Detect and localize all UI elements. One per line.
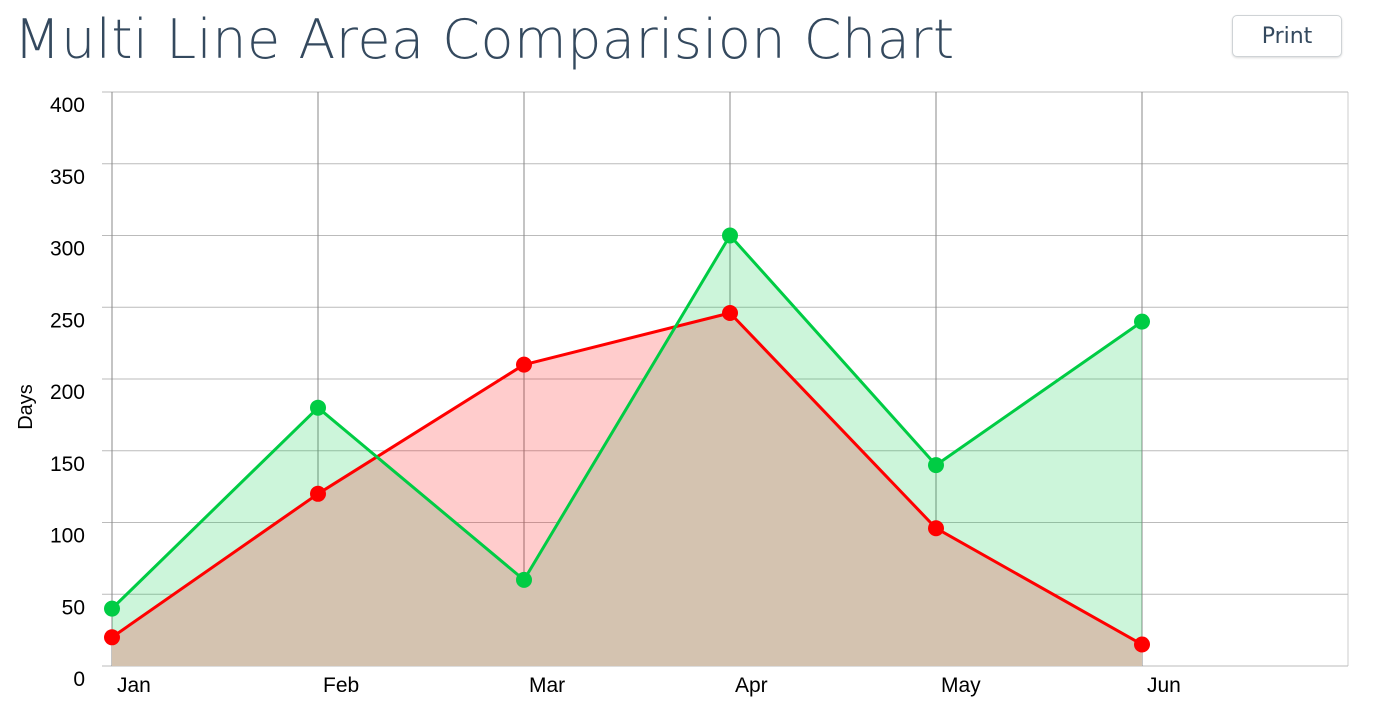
page-title: Multi Line Area Comparision Chart (14, 8, 955, 71)
x-tick-label: Mar (529, 674, 565, 697)
point-series-1 (722, 227, 738, 244)
point-series-1 (516, 571, 532, 588)
area-overlap (112, 312, 1142, 666)
y-axis-title: Days (15, 384, 37, 430)
point-series-1 (1134, 313, 1150, 330)
y-tick-label: 0 (73, 668, 85, 691)
line-series-1 (110, 234, 1143, 610)
x-tick-label: Jun (1147, 674, 1181, 697)
y-tick-label: 100 (50, 525, 85, 548)
y-tick-label: 350 (50, 166, 85, 189)
point-series-2 (1134, 636, 1150, 653)
y-tick-label: 400 (50, 94, 85, 117)
x-tick-label: May (941, 674, 981, 697)
point-series-2 (516, 356, 532, 373)
x-tick-label: Feb (323, 674, 359, 697)
y-tick-label: 150 (50, 453, 85, 476)
point-series-2 (104, 629, 120, 646)
point-series-1 (104, 600, 120, 617)
point-series-2 (722, 304, 738, 321)
series-areas (112, 235, 1142, 666)
series-points (104, 227, 1150, 653)
point-series-2 (310, 485, 326, 502)
x-tick-label: Jan (117, 674, 151, 697)
point-series-1 (928, 457, 944, 474)
axis-labels: 0 50 100 150 200 250 300 350 400 Jan Feb Mar Apr May J… (15, 94, 1181, 697)
y-tick-label: 300 (50, 238, 85, 261)
print-button[interactable]: Print (1232, 15, 1342, 57)
y-tick-label: 250 (50, 309, 85, 332)
point-series-1 (310, 399, 326, 416)
y-tick-label: 50 (62, 596, 85, 619)
series-lines (110, 234, 1143, 646)
line-series-2 (111, 311, 1143, 646)
point-series-2 (928, 520, 944, 537)
y-tick-label: 200 (50, 381, 85, 404)
x-tick-label: Apr (735, 674, 768, 697)
